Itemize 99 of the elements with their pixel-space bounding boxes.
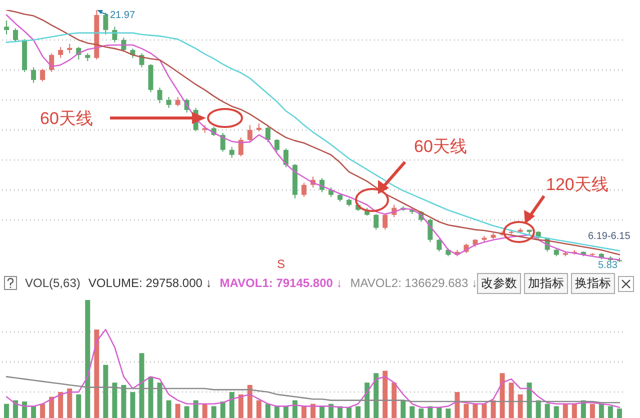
bar xyxy=(256,400,262,418)
bar xyxy=(382,370,388,418)
annotation: 6.19-6.15 xyxy=(588,231,631,242)
candlestick xyxy=(67,43,72,54)
candlestick xyxy=(220,132,226,152)
text: MAVOL1: 79145.800 ↓ xyxy=(220,276,342,290)
bar xyxy=(283,406,288,418)
candlestick xyxy=(31,66,36,84)
bar xyxy=(392,382,397,418)
candlestick xyxy=(229,146,234,158)
candlestick xyxy=(166,96,172,108)
bar xyxy=(94,330,100,418)
chart-title: VOL(5,63) xyxy=(25,276,80,290)
bar xyxy=(356,406,361,418)
bar xyxy=(616,408,622,418)
bar xyxy=(211,406,216,418)
bar xyxy=(139,353,144,418)
bar xyxy=(76,394,82,418)
bar xyxy=(490,400,496,418)
bar xyxy=(346,407,352,418)
bar xyxy=(247,384,252,418)
bar xyxy=(500,373,505,418)
bar xyxy=(112,382,118,418)
bar xyxy=(418,408,424,418)
candlestick xyxy=(283,148,288,168)
bar xyxy=(590,404,595,418)
bar xyxy=(85,300,90,418)
bar xyxy=(410,406,415,418)
bar xyxy=(229,392,234,418)
bar xyxy=(554,406,559,418)
bar xyxy=(265,404,270,418)
annotation: S xyxy=(277,257,286,271)
text: MAVOL2: 136629.683 ↓ xyxy=(350,276,478,290)
bar xyxy=(67,388,72,418)
bar xyxy=(320,406,325,418)
candlestick xyxy=(382,214,388,230)
bar xyxy=(40,404,46,418)
bar xyxy=(175,404,180,418)
annotation: 5.83 xyxy=(598,260,618,271)
bar xyxy=(58,392,64,418)
candlestick xyxy=(40,68,46,82)
bar xyxy=(536,400,541,418)
annotation: 120天线 xyxy=(546,175,608,194)
bar xyxy=(518,394,523,418)
candlestick xyxy=(301,182,306,198)
annotation: 21.97 xyxy=(110,10,136,21)
candlestick xyxy=(274,138,280,152)
bar xyxy=(22,401,28,418)
bar xyxy=(472,404,478,418)
candlestick xyxy=(112,26,118,43)
annotation: 60天线 xyxy=(40,109,93,128)
bar xyxy=(598,404,604,418)
annotation: 60天线 xyxy=(414,137,467,156)
candlestick xyxy=(157,87,162,104)
bar xyxy=(292,400,298,418)
bar xyxy=(184,406,190,418)
bar xyxy=(608,406,613,418)
candlestick xyxy=(428,218,433,243)
bar xyxy=(49,396,54,418)
bar xyxy=(454,392,460,418)
bar xyxy=(166,400,172,418)
candlestick xyxy=(374,214,379,230)
bar xyxy=(238,394,244,418)
bar xyxy=(544,404,550,418)
bar xyxy=(508,382,514,418)
candlestick xyxy=(13,28,18,43)
candlestick xyxy=(58,46,64,58)
bar xyxy=(202,404,208,418)
text: 换指标 xyxy=(571,273,615,294)
bar xyxy=(4,404,9,418)
bar xyxy=(572,404,577,418)
bar xyxy=(464,404,469,418)
text: 加指标 xyxy=(524,273,568,294)
candlestick xyxy=(4,20,9,36)
candlestick xyxy=(436,238,442,252)
candlestick xyxy=(265,126,270,143)
bar xyxy=(157,382,162,418)
candlestick xyxy=(175,96,180,107)
bar xyxy=(374,373,379,418)
bar xyxy=(562,404,568,418)
bar xyxy=(526,382,532,418)
candlestick xyxy=(247,124,252,143)
bar xyxy=(400,400,406,418)
bar xyxy=(220,401,226,418)
text: 改参数 xyxy=(477,273,521,294)
bar xyxy=(121,384,126,418)
bar xyxy=(130,392,136,418)
bar xyxy=(148,376,154,418)
bar xyxy=(436,407,442,418)
bar xyxy=(301,406,306,418)
bar xyxy=(31,406,36,418)
candlestick xyxy=(103,12,108,36)
bar xyxy=(446,408,451,418)
candlestick xyxy=(238,137,244,157)
bar xyxy=(103,364,108,418)
bar xyxy=(482,404,487,418)
text: VOLUME: 29758.000 ↓ xyxy=(88,276,212,290)
bar xyxy=(13,400,18,418)
bar xyxy=(274,406,280,418)
